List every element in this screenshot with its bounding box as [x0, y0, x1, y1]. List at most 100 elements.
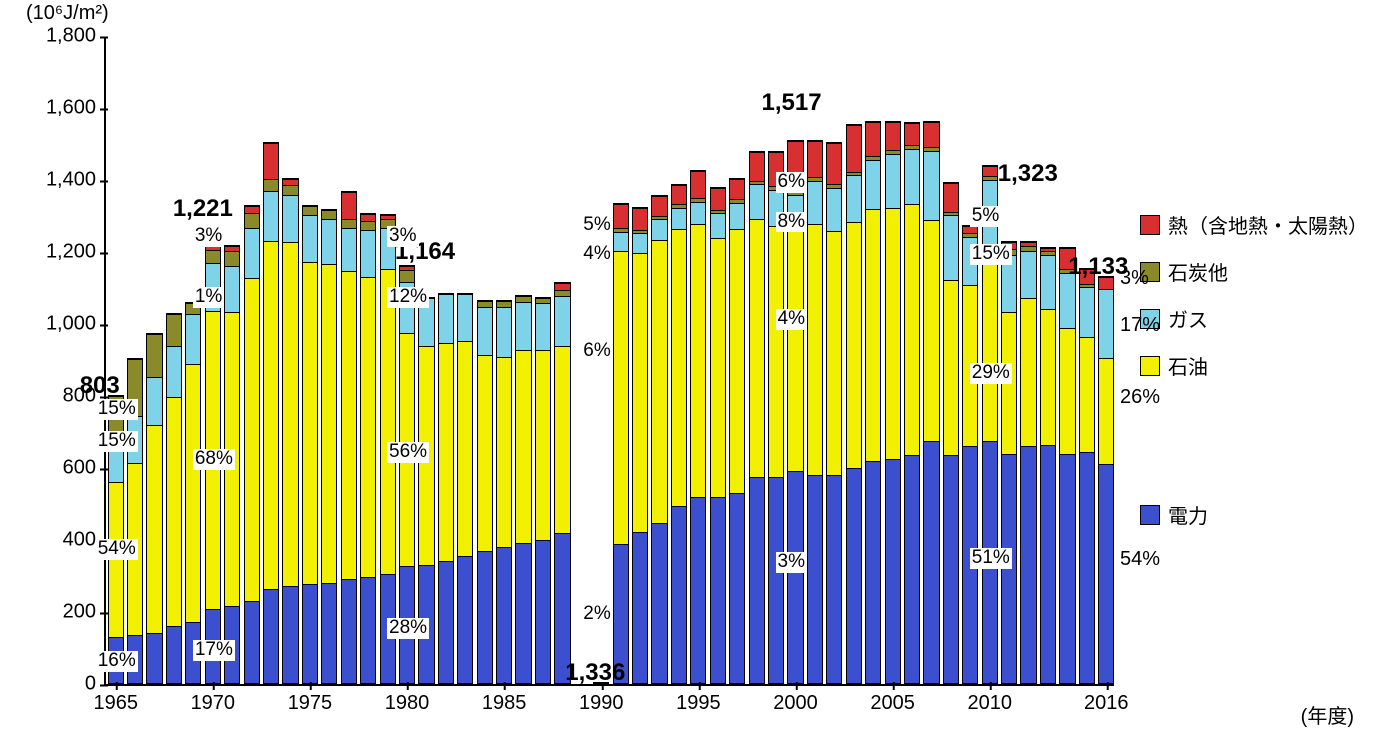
segment-oil — [245, 278, 259, 601]
segment-coal — [147, 334, 161, 377]
segment-gas — [245, 228, 259, 278]
bar — [535, 297, 551, 684]
x-tick: 1970 — [191, 684, 236, 715]
bar — [962, 225, 978, 684]
x-tick: 2005 — [870, 684, 915, 715]
x-tick: 2000 — [773, 684, 818, 715]
legend-item-heat: 熱（含地熱・太陽熱） — [1140, 210, 1368, 239]
segment-heat — [711, 188, 725, 210]
bar — [710, 187, 726, 684]
segment-oil — [516, 350, 530, 543]
legend-label: 熱（含地熱・太陽熱） — [1168, 210, 1368, 239]
bar — [632, 207, 648, 684]
segment-gas — [750, 184, 764, 218]
total-label: 1,323 — [996, 161, 1060, 187]
segment-gas — [516, 302, 530, 350]
bar — [690, 170, 706, 684]
segment-gas — [439, 294, 453, 342]
segment-oil — [478, 355, 492, 550]
y-axis-unit: (10⁶J/m²) — [26, 2, 109, 25]
segment-heat — [866, 122, 880, 156]
segment-heat — [924, 122, 938, 147]
segment-oil — [536, 350, 550, 540]
bar — [496, 300, 512, 684]
segment-heat — [555, 283, 569, 290]
pct-label: 29% — [970, 363, 1012, 384]
pct-label: 3% — [776, 552, 807, 573]
segment-gas — [730, 203, 744, 230]
segment-gas — [342, 228, 356, 271]
segment-electricity — [167, 626, 181, 683]
segment-electricity — [361, 577, 375, 683]
legend-swatch — [1140, 505, 1160, 525]
total-label: 803 — [78, 373, 122, 399]
y-tick: 200 — [16, 601, 106, 624]
segment-oil — [1060, 328, 1074, 453]
segment-gas — [924, 151, 938, 220]
segment-oil — [788, 231, 802, 471]
segment-oil — [672, 229, 686, 505]
bar — [943, 182, 959, 684]
y-tick: 1,600 — [16, 97, 106, 120]
segment-oil — [769, 226, 783, 477]
x-tick: 2010 — [968, 684, 1013, 715]
pct-label: 51% — [970, 548, 1012, 569]
bar — [360, 213, 376, 684]
segment-heat — [905, 123, 919, 145]
segment-coal — [303, 206, 317, 215]
bar — [1001, 241, 1017, 684]
pct-label: 6% — [776, 172, 807, 193]
segment-electricity — [1099, 464, 1113, 683]
segment-electricity — [516, 543, 530, 683]
x-axis-unit: (年度) — [1301, 700, 1354, 729]
segment-oil — [322, 264, 336, 583]
pct-label: 6% — [581, 341, 612, 362]
segment-electricity — [1021, 446, 1035, 683]
segment-oil — [1021, 298, 1035, 447]
pct-label: 3% — [193, 226, 224, 247]
segment-heat — [633, 208, 647, 230]
segment-heat — [245, 206, 259, 213]
segment-electricity — [769, 477, 783, 683]
segment-electricity — [711, 497, 725, 683]
segment-gas — [633, 233, 647, 253]
pct-label: 2% — [581, 604, 612, 625]
segment-oil — [1099, 358, 1113, 464]
segment-heat — [847, 125, 861, 172]
pct-label: 15% — [970, 244, 1012, 265]
legend-item-gas: ガス — [1140, 304, 1368, 333]
segment-oil — [555, 346, 569, 532]
segment-heat — [342, 192, 356, 219]
total-label: 1,517 — [760, 90, 824, 116]
segment-gas — [905, 149, 919, 205]
segment-gas — [808, 181, 822, 224]
segment-gas — [1041, 255, 1055, 309]
segment-electricity — [147, 633, 161, 683]
segment-electricity — [788, 471, 802, 683]
segment-gas — [691, 202, 705, 224]
segment-oil — [866, 209, 880, 460]
segment-coal — [400, 270, 414, 283]
segment-gas — [1099, 289, 1113, 358]
segment-gas — [303, 215, 317, 262]
segment-oil — [633, 253, 647, 533]
segment-electricity — [342, 579, 356, 683]
legend: 熱（含地熱・太陽熱）石炭他ガス石油電力 — [1140, 210, 1368, 547]
pct-label: 3% — [387, 226, 418, 247]
bar — [515, 295, 531, 684]
legend-item-oil: 石油 — [1140, 351, 1368, 380]
segment-electricity — [478, 551, 492, 684]
segment-electricity — [633, 532, 647, 683]
segment-oil — [652, 240, 666, 523]
bar — [671, 184, 687, 684]
segment-electricity — [730, 493, 744, 683]
segment-heat — [827, 143, 841, 184]
segment-gas — [225, 266, 239, 313]
segment-electricity — [886, 459, 900, 683]
pct-label: 17% — [193, 640, 235, 661]
bar — [1079, 268, 1095, 684]
right-pct-label: 3% — [1120, 267, 1149, 290]
segment-oil — [361, 277, 375, 577]
pct-label: 15% — [96, 399, 138, 420]
segment-coal — [322, 210, 336, 219]
